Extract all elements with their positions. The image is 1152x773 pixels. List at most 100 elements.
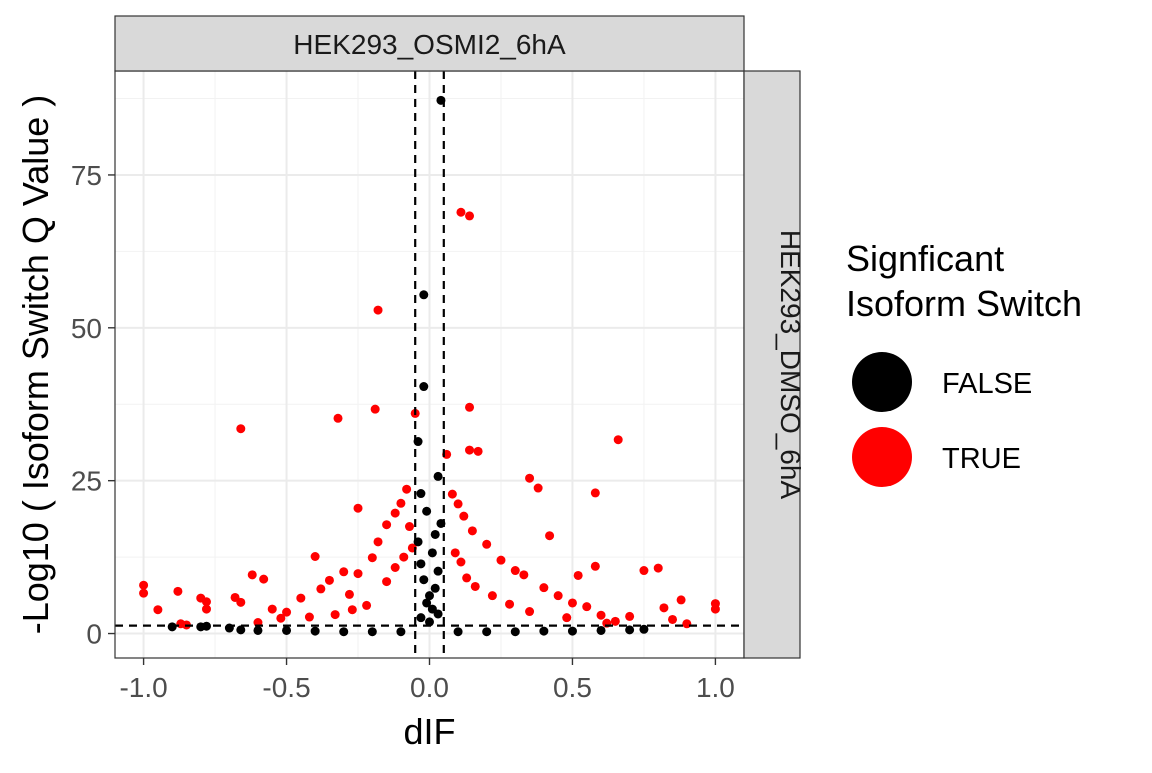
- data-point-false: [282, 625, 292, 635]
- data-point-true: [282, 607, 292, 617]
- facet-label-top: HEK293_OSMI2_6hA: [293, 29, 566, 60]
- data-point-true: [404, 522, 414, 532]
- data-point-true: [610, 616, 620, 626]
- data-point-true: [659, 603, 669, 613]
- x-tick-label: 0.5: [553, 672, 592, 703]
- data-point-true: [399, 552, 409, 562]
- data-point-true: [367, 553, 377, 563]
- data-point-false: [396, 627, 406, 637]
- x-axis-title: dIF: [403, 711, 455, 752]
- data-point-false: [433, 566, 443, 576]
- facet-label-right: HEK293_DMSO_6hA: [775, 230, 806, 500]
- data-point-true: [467, 526, 477, 536]
- data-point-true: [596, 610, 606, 620]
- data-point-false: [482, 627, 492, 637]
- legend-label-true: TRUE: [942, 443, 1021, 475]
- data-point-true: [353, 569, 363, 579]
- legend: Signficant Isoform Switch FALSE TRUE: [846, 238, 1082, 487]
- data-point-true: [519, 570, 529, 580]
- data-point-true: [573, 570, 583, 580]
- data-point-true: [201, 597, 211, 607]
- data-points: [139, 95, 720, 637]
- data-point-true: [267, 604, 277, 614]
- data-point-true: [465, 402, 475, 412]
- data-point-true: [139, 580, 149, 590]
- grid-lines: [115, 71, 744, 658]
- data-point-true: [139, 588, 149, 598]
- data-point-false: [510, 627, 520, 637]
- data-point-false: [416, 489, 426, 499]
- data-point-true: [347, 605, 357, 615]
- data-point-true: [396, 498, 406, 508]
- legend-title-line-2: Isoform Switch: [846, 283, 1082, 324]
- data-point-false: [416, 613, 426, 623]
- data-point-true: [465, 445, 475, 455]
- data-point-true: [370, 404, 380, 414]
- data-point-true: [373, 305, 383, 315]
- data-point-true: [259, 574, 269, 584]
- data-point-true: [324, 575, 334, 585]
- data-point-true: [590, 561, 600, 571]
- data-point-false: [567, 626, 577, 636]
- y-axis: 0 25 50 75: [71, 160, 115, 650]
- data-point-true: [201, 604, 211, 614]
- data-point-true: [582, 602, 592, 612]
- x-tick-label: -1.0: [119, 672, 167, 703]
- data-point-true: [510, 566, 520, 576]
- data-point-false: [427, 548, 437, 558]
- data-point-true: [310, 551, 320, 561]
- data-point-true: [653, 563, 663, 573]
- data-point-true: [236, 597, 246, 607]
- data-point-true: [496, 555, 506, 565]
- data-point-true: [682, 619, 692, 629]
- legend-title-line-1: Signficant: [846, 238, 1004, 279]
- data-point-false: [596, 625, 606, 635]
- data-point-true: [456, 207, 466, 217]
- data-point-true: [553, 591, 563, 601]
- data-point-true: [447, 489, 457, 499]
- data-point-true: [625, 611, 635, 621]
- data-point-false: [433, 471, 443, 481]
- data-point-true: [382, 520, 392, 530]
- data-point-true: [567, 598, 577, 608]
- data-point-false: [639, 624, 649, 634]
- data-point-false: [339, 627, 349, 637]
- data-point-true: [373, 537, 383, 547]
- data-point-true: [470, 581, 480, 591]
- data-point-true: [465, 211, 475, 221]
- data-point-true: [482, 539, 492, 549]
- data-point-true: [639, 566, 649, 576]
- data-point-false: [425, 591, 434, 601]
- data-point-false: [310, 626, 320, 636]
- y-tick-label: 25: [71, 466, 102, 497]
- y-axis-title: -Log10 ( Isoform Switch Q Value ): [15, 95, 56, 635]
- data-point-true: [545, 531, 555, 541]
- data-point-false: [433, 609, 443, 619]
- x-tick-label: -0.5: [262, 672, 310, 703]
- data-point-true: [487, 591, 497, 601]
- data-point-true: [390, 508, 400, 518]
- data-point-false: [253, 625, 263, 635]
- data-point-true: [453, 499, 463, 509]
- data-point-true: [402, 484, 412, 494]
- data-point-true: [153, 605, 163, 615]
- data-point-true: [462, 573, 472, 583]
- x-tick-label: 0.0: [410, 672, 449, 703]
- data-point-false: [167, 622, 177, 632]
- x-axis: -1.0 -0.5 0.0 0.5 1.0: [119, 658, 735, 703]
- data-point-false: [539, 626, 549, 636]
- x-tick-label: 1.0: [696, 672, 735, 703]
- data-point-false: [453, 627, 463, 637]
- data-point-true: [668, 614, 678, 624]
- data-point-true: [296, 593, 306, 603]
- legend-key-true: [852, 427, 912, 487]
- data-point-true: [450, 548, 460, 558]
- data-point-true: [333, 413, 343, 423]
- data-point-false: [430, 583, 440, 593]
- facet-strip-top: [114, 15, 745, 72]
- data-point-false: [416, 559, 426, 569]
- data-point-false: [425, 617, 434, 627]
- reference-lines-top: [115, 71, 744, 658]
